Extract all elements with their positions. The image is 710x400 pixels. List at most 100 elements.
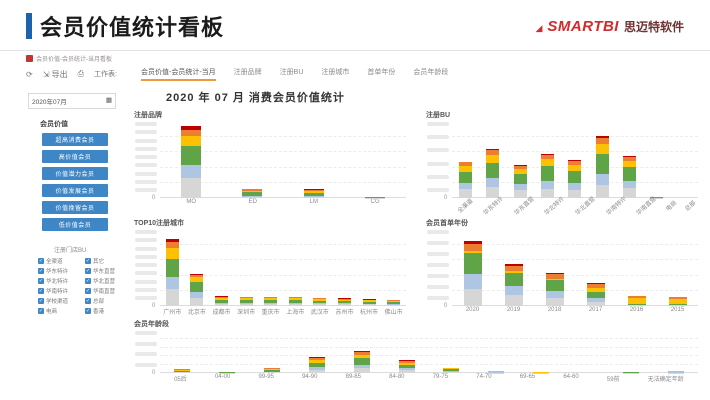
- bar-stack-2019[interactable]: [504, 230, 523, 306]
- bar-stack-79-75[interactable]: [443, 331, 460, 373]
- checkbox-checked-icon[interactable]: ✓: [38, 268, 44, 274]
- date-filter-input[interactable]: 2020年07月 ▦: [28, 93, 116, 109]
- bar-stack-广州市[interactable]: [165, 230, 179, 306]
- bar-segment-价值挽留会员[interactable]: [337, 303, 351, 305]
- bar-segment-超高消费会员[interactable]: [463, 241, 482, 244]
- checkbox-checked-icon[interactable]: ✓: [38, 288, 44, 294]
- bar-segment-价值发展会员[interactable]: [264, 369, 281, 372]
- bar-segment-低价值会员[interactable]: [568, 189, 582, 198]
- bar-stack-ED[interactable]: [242, 122, 263, 198]
- bar-segment-价值潜力会员[interactable]: [459, 166, 473, 173]
- bar-segment-高价值会员[interactable]: [214, 296, 228, 298]
- bar-segment-价值潜力会员[interactable]: [545, 278, 564, 281]
- bar-segment-价值发展会员[interactable]: [242, 192, 263, 197]
- bar-segment-低价值会员[interactable]: [264, 372, 281, 373]
- bar-segment-高价值会员[interactable]: [568, 160, 582, 165]
- bar-segment-超高消费会员[interactable]: [504, 264, 523, 266]
- checkbox-checked-icon[interactable]: ✓: [38, 308, 44, 314]
- bar-segment-价值发展会员[interactable]: [541, 166, 555, 181]
- checkbox-checked-icon[interactable]: ✓: [85, 268, 91, 274]
- bar-segment-价值潜力会员[interactable]: [504, 271, 523, 273]
- bar-segment-价值挽留会员[interactable]: [264, 302, 278, 304]
- bar-stack-99-95[interactable]: [264, 331, 281, 373]
- bar-segment-高价值会员[interactable]: [303, 189, 324, 192]
- bar-segment-高价值会员[interactable]: [190, 274, 204, 278]
- bar-segment-价值潜力会员[interactable]: [264, 369, 281, 370]
- bar-segment-高价值会员[interactable]: [463, 243, 482, 252]
- bu-checkbox-item-2[interactable]: ✓ 华东特许: [38, 267, 83, 275]
- bar-segment-高价值会员[interactable]: [337, 298, 351, 300]
- bar-stack-华东直营[interactable]: [513, 122, 527, 198]
- bar-segment-价值发展会员[interactable]: [586, 292, 605, 299]
- bar-segment-价值发展会员[interactable]: [337, 301, 351, 304]
- bar-stack-2017[interactable]: [586, 230, 605, 306]
- bar-stack-94-90[interactable]: [308, 331, 325, 373]
- bar-segment-价值发展会员[interactable]: [545, 280, 564, 291]
- bar-stack-华北特许[interactable]: [541, 122, 555, 198]
- bar-segment-低价值会员[interactable]: [165, 289, 179, 306]
- bar-segment-价值挽留会员[interactable]: [264, 371, 281, 373]
- bar-stack-LM[interactable]: [303, 122, 324, 198]
- refresh-icon[interactable]: ⟳: [26, 69, 33, 79]
- bar-stack-59前[interactable]: [622, 331, 639, 373]
- bar-segment-低价值会员[interactable]: [443, 371, 460, 373]
- tab-4[interactable]: 首单年份: [367, 69, 396, 76]
- bar-segment-价值挽留会员[interactable]: [486, 178, 500, 188]
- bar-segment-超高消费会员[interactable]: [545, 272, 564, 275]
- bar-segment-价值发展会员[interactable]: [627, 303, 646, 305]
- bar-segment-低价值会员[interactable]: [623, 188, 637, 198]
- bar-stack-84-80[interactable]: [398, 331, 415, 373]
- bar-segment-低价值会员[interactable]: [595, 185, 609, 198]
- bar-segment-超高消费会员[interactable]: [595, 135, 609, 138]
- bar-segment-高价值会员[interactable]: [362, 299, 376, 301]
- bar-stack-74-70[interactable]: [488, 331, 505, 373]
- bar-segment-价值挽留会员[interactable]: [362, 303, 376, 305]
- checkbox-checked-icon[interactable]: ✓: [38, 298, 44, 304]
- bar-stack-89-85[interactable]: [353, 331, 370, 373]
- bar-segment-超高消费会员[interactable]: [459, 161, 473, 163]
- bar-segment-价值挽留会员[interactable]: [165, 277, 179, 290]
- bar-segment-低价值会员[interactable]: [288, 303, 302, 306]
- bar-segment-价值挽留会员[interactable]: [568, 182, 582, 190]
- bu-checkbox-item-1[interactable]: ✓ 其它: [85, 257, 130, 265]
- bar-stack-MO[interactable]: [180, 122, 201, 198]
- bar-segment-价值挽留会员[interactable]: [595, 173, 609, 186]
- bar-segment-高价值会员[interactable]: [313, 297, 327, 299]
- bu-checkbox-item-3[interactable]: ✓ 华东直营: [85, 267, 130, 275]
- bar-segment-超高消费会员[interactable]: [308, 357, 325, 358]
- bar-segment-低价值会员[interactable]: [387, 304, 401, 306]
- bar-stack-CG[interactable]: [365, 122, 386, 198]
- bar-segment-低价值会员[interactable]: [627, 305, 646, 306]
- bar-segment-低价值会员[interactable]: [239, 303, 253, 306]
- bu-checkbox-item-4[interactable]: ✓ 华北特许: [38, 277, 83, 285]
- bar-segment-价值挽留会员[interactable]: [398, 368, 415, 371]
- bar-segment-高价值会员[interactable]: [264, 368, 281, 370]
- bar-stack-重庆市[interactable]: [264, 230, 278, 306]
- bar-stack-北京市[interactable]: [190, 230, 204, 306]
- bar-segment-价值潜力会员[interactable]: [486, 154, 500, 164]
- bar-segment-价值挽留会员[interactable]: [513, 184, 527, 191]
- bar-segment-价值挽留会员[interactable]: [459, 182, 473, 189]
- bar-segment-价值挽留会员[interactable]: [214, 302, 228, 304]
- checkbox-checked-icon[interactable]: ✓: [85, 278, 91, 284]
- bar-segment-价值发展会员[interactable]: [353, 358, 370, 365]
- bar-segment-价值发展会员[interactable]: [463, 252, 482, 275]
- tab-2[interactable]: 注册BU: [279, 69, 304, 76]
- bar-segment-价值潜力会员[interactable]: [398, 362, 415, 365]
- bar-segment-低价值会员[interactable]: [398, 370, 415, 373]
- bar-segment-高价值会员[interactable]: [288, 297, 302, 299]
- bar-segment-价值潜力会员[interactable]: [214, 297, 228, 300]
- bar-segment-高价值会员[interactable]: [513, 166, 527, 170]
- bar-segment-价值发展会员[interactable]: [303, 192, 324, 197]
- bar-segment-价值挽留会员[interactable]: [303, 196, 324, 197]
- bar-segment-价值发展会员[interactable]: [180, 145, 201, 165]
- bar-segment-价值潜力会员[interactable]: [595, 144, 609, 154]
- bar-stack-华南直营[interactable]: [623, 122, 637, 198]
- member-value-button-4[interactable]: 价值挽留会员: [42, 201, 108, 214]
- bar-segment-价值发展会员[interactable]: [623, 166, 637, 181]
- bar-segment-高价值会员[interactable]: [504, 265, 523, 272]
- bar-segment-低价值会员[interactable]: [303, 196, 324, 198]
- bar-segment-超高消费会员[interactable]: [190, 274, 204, 275]
- bar-segment-价值发展会员[interactable]: [313, 300, 327, 304]
- bar-segment-价值发展会员[interactable]: [174, 370, 191, 372]
